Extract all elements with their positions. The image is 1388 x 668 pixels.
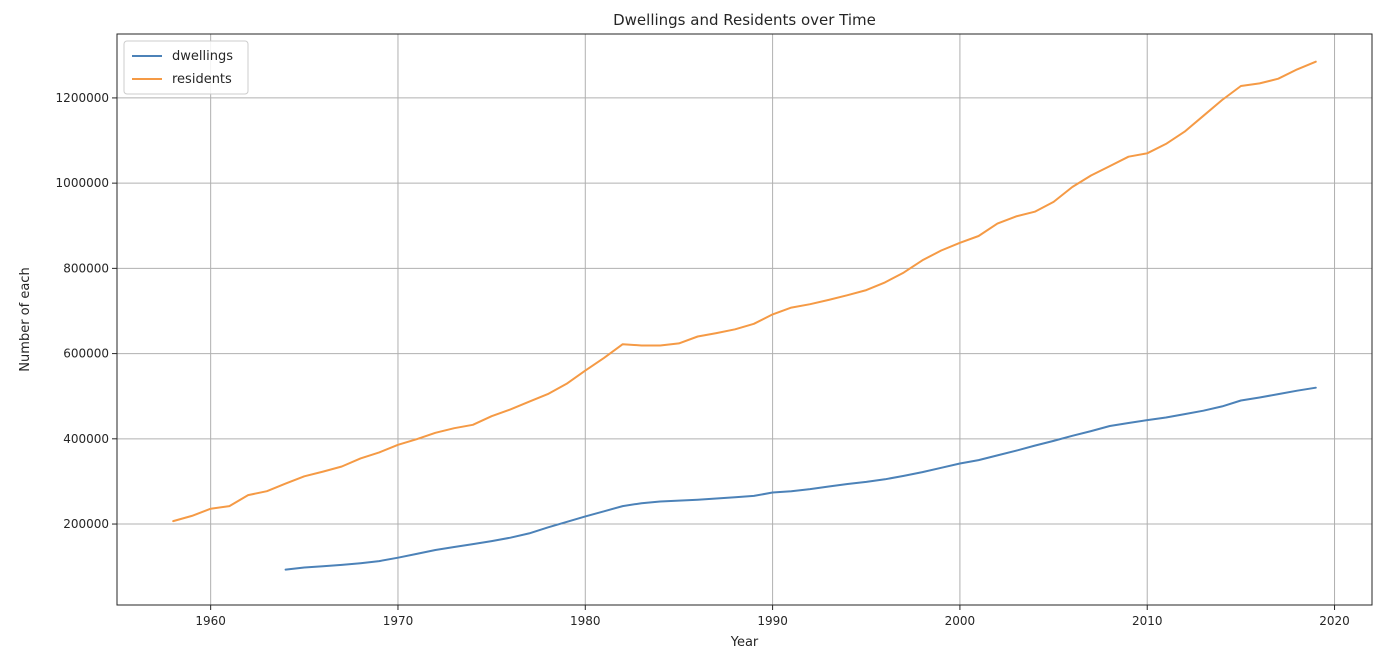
y-tick-label: 800000: [63, 261, 109, 275]
chart-title: Dwellings and Residents over Time: [613, 11, 876, 29]
y-tick-label: 1000000: [56, 176, 109, 190]
x-tick-label: 2020: [1319, 614, 1350, 628]
series-layer: [172, 60, 1317, 571]
y-axis-label: Number of each: [18, 267, 33, 371]
grid-layer: [117, 34, 1372, 605]
legend-label-residents: residents: [172, 72, 232, 87]
plot-frame: [116, 33, 1373, 606]
x-tick-label: 2010: [1132, 614, 1163, 628]
x-tick-label: 1980: [570, 614, 601, 628]
legend-label-dwellings: dwellings: [172, 49, 233, 64]
y-tick-label: 400000: [63, 432, 109, 446]
x-tick-label: 1960: [195, 614, 226, 628]
series-line-dwellings: [284, 386, 1317, 571]
x-tick-label: 1970: [383, 614, 414, 628]
x-axis-label: Year: [730, 635, 759, 650]
y-tick-label: 200000: [63, 517, 109, 531]
legend-box: [123, 40, 249, 95]
series-line-residents: [172, 60, 1317, 523]
legend: dwellings residents: [123, 40, 249, 95]
y-tick-label: 600000: [63, 347, 109, 361]
x-tick-label: 1990: [757, 614, 788, 628]
y-tick-label: 1200000: [56, 91, 109, 105]
tick-layer: 1960 1970 1980 1990 2000 2010 2020 200000 400000…: [56, 91, 1350, 628]
x-tick-label: 2000: [945, 614, 976, 628]
